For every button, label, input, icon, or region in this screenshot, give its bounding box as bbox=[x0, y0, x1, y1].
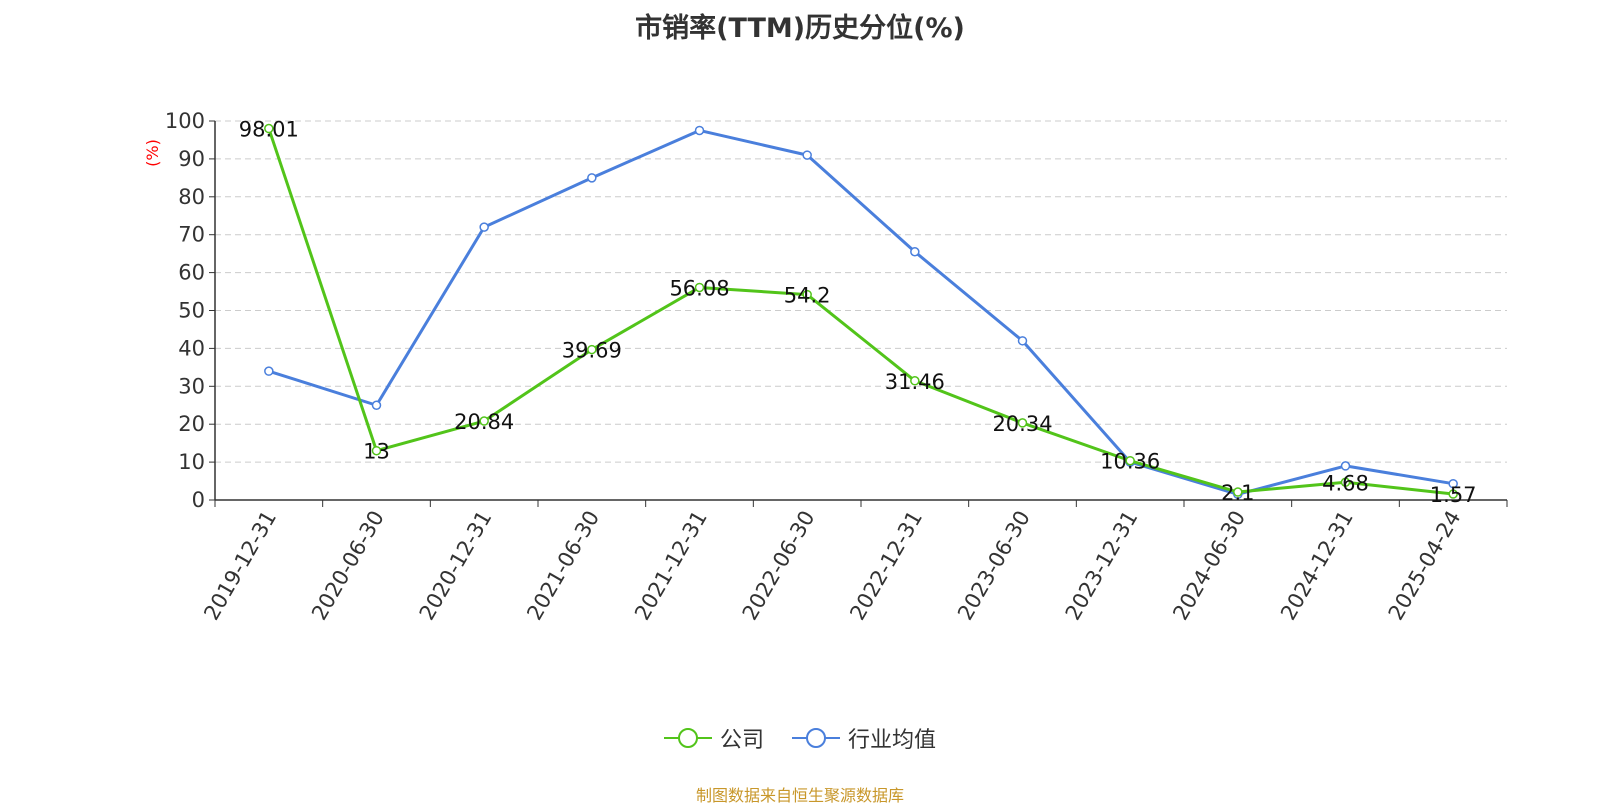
data-label: 2.1 bbox=[1221, 481, 1254, 505]
y-tick-label: 0 bbox=[192, 488, 205, 512]
legend-marker-icon bbox=[792, 728, 840, 748]
legend-label-industry: 行业均值 bbox=[848, 728, 937, 753]
data-point bbox=[1017, 418, 1028, 428]
data-point bbox=[587, 344, 597, 355]
data-point bbox=[1233, 487, 1243, 497]
x-tick-label: 2022-06-30 bbox=[738, 507, 820, 625]
legend-item-company[interactable]: 公司 bbox=[663, 722, 764, 754]
y-tick-label: 20 bbox=[178, 412, 205, 436]
data-point bbox=[910, 247, 920, 257]
y-tick-label: 10 bbox=[178, 450, 205, 474]
data-point bbox=[694, 125, 705, 136]
data-label: 20.34 bbox=[992, 412, 1052, 436]
x-tick-label: 2023-06-30 bbox=[953, 507, 1035, 625]
data-label: 1.57 bbox=[1430, 483, 1477, 507]
data-point bbox=[802, 150, 812, 160]
x-tick-label: 2025-04-24 bbox=[1384, 507, 1466, 625]
legend-label-company: 公司 bbox=[719, 728, 764, 753]
x-tick-label: 2020-06-30 bbox=[307, 507, 389, 625]
data-label: 13 bbox=[363, 440, 390, 464]
data-label: 39.69 bbox=[562, 339, 622, 363]
data-point bbox=[694, 282, 705, 293]
data-point bbox=[1017, 336, 1028, 346]
data-point bbox=[479, 416, 489, 426]
y-tick-label: 60 bbox=[178, 261, 205, 285]
x-tick-label: 2024-12-31 bbox=[1276, 507, 1358, 625]
data-point bbox=[910, 376, 920, 386]
source-note: 制图数据来自恒生聚源数据库 bbox=[695, 786, 904, 805]
chart-title: 市销率(TTM)历史分位(%) bbox=[635, 13, 965, 44]
y-tick-label: 80 bbox=[178, 185, 205, 209]
x-tick-label: 2023-12-31 bbox=[1061, 507, 1143, 625]
series-line bbox=[268, 128, 1454, 496]
data-label: 31.46 bbox=[885, 370, 945, 394]
x-tick-label: 2024-06-30 bbox=[1168, 507, 1250, 625]
series bbox=[264, 123, 1458, 500]
data-point bbox=[1340, 461, 1351, 471]
grid-lines bbox=[215, 120, 1507, 463]
y-axis-label: (%) bbox=[143, 139, 162, 167]
x-tick-label: 2019-12-31 bbox=[199, 507, 281, 625]
data-label: 54.2 bbox=[784, 284, 831, 308]
data-point bbox=[1125, 455, 1135, 466]
axes: 0 10 20 30 40 50 60 70 80 90 100 2019-12-31 2020-06-… bbox=[165, 109, 1508, 625]
data-point bbox=[1448, 478, 1458, 489]
y-tick-label: 70 bbox=[178, 223, 205, 247]
y-tick-label: 90 bbox=[178, 147, 205, 171]
y-tick-label: 30 bbox=[178, 374, 205, 398]
y-tick-label: 50 bbox=[178, 299, 205, 323]
data-label: 4.68 bbox=[1322, 471, 1369, 495]
data-point bbox=[371, 445, 382, 456]
data-point bbox=[1340, 477, 1351, 488]
x-tick-label: 2021-12-31 bbox=[630, 507, 712, 625]
legend-item-industry[interactable]: 行业均值 bbox=[792, 722, 936, 754]
data-point bbox=[802, 289, 812, 300]
data-point bbox=[371, 400, 382, 410]
y-tick-label: 100 bbox=[165, 109, 205, 133]
x-tick-label: 2022-12-31 bbox=[845, 506, 927, 624]
data-label: 98.01 bbox=[239, 118, 299, 142]
data-label: 56.08 bbox=[669, 276, 729, 300]
data-point bbox=[264, 366, 274, 376]
y-tick-label: 40 bbox=[178, 336, 205, 360]
data-label: 20.84 bbox=[454, 410, 514, 434]
x-tick-label: 2021-06-30 bbox=[522, 507, 604, 625]
legend: 公司 行业均值 bbox=[0, 722, 1600, 754]
data-point bbox=[264, 123, 274, 134]
x-tick-label: 2020-12-31 bbox=[415, 506, 497, 624]
series-line bbox=[267, 128, 1454, 496]
data-labels: 98.01 13 20.84 39.69 56.08 54.2 31.46 20.34 10.3… bbox=[239, 118, 1477, 508]
data-point bbox=[1448, 489, 1458, 499]
data-point bbox=[587, 173, 597, 183]
legend-marker-icon bbox=[663, 728, 712, 748]
data-point bbox=[479, 222, 489, 232]
data-label: 10.36 bbox=[1100, 450, 1160, 474]
